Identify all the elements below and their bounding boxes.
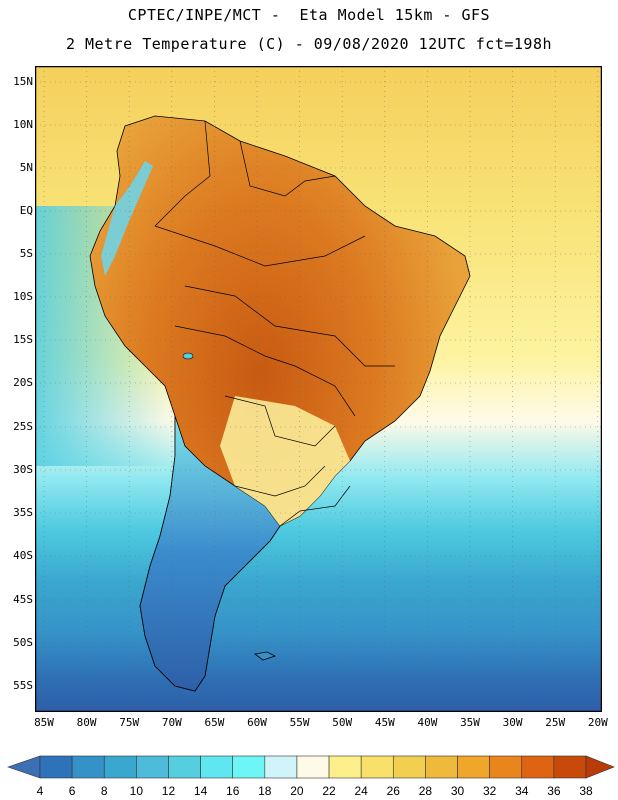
lat-label: 10S <box>13 290 33 303</box>
lat-label: 25S <box>13 420 33 433</box>
lat-label: 50S <box>13 636 33 649</box>
legend-swatch <box>232 755 266 779</box>
legend-tick-label: 20 <box>290 784 304 798</box>
lon-label: 50W <box>332 716 353 729</box>
legend-tick-label: 6 <box>68 784 76 798</box>
legend-tick-label: 28 <box>418 784 433 798</box>
legend-swatch <box>360 755 394 779</box>
legend-tick-label: 12 <box>161 784 176 798</box>
legend-swatch <box>168 755 201 779</box>
legend-tick-label: 8 <box>100 784 108 798</box>
legend-tick-label: 30 <box>450 784 465 798</box>
lat-label: 40S <box>13 549 33 562</box>
lat-label: 30S <box>13 463 33 476</box>
legend-arrow-high <box>585 755 615 779</box>
lon-label: 80W <box>76 716 97 729</box>
title-line-1: CPTEC/INPE/MCT - Eta Model 15km - GFS <box>127 6 491 24</box>
title-line-2: 2 Metre Temperature (C) - 09/08/2020 12U… <box>65 35 553 53</box>
legend-tick-label: 38 <box>579 784 593 798</box>
lat-label: 10N <box>13 118 33 131</box>
pampas-region <box>220 396 350 526</box>
legend-swatch <box>457 755 490 779</box>
temperature-map <box>35 66 602 712</box>
lon-label: 70W <box>161 716 182 729</box>
lake-titicaca <box>182 352 194 360</box>
legend-swatch <box>264 755 298 779</box>
lat-label: 45S <box>13 593 33 606</box>
legend-tick-label: 4 <box>36 784 44 798</box>
legend-swatch <box>328 755 362 779</box>
andes-north <box>101 161 153 276</box>
lat-label: 5N <box>19 161 33 174</box>
lon-label: 75W <box>119 716 140 729</box>
lon-label: 40W <box>417 716 438 729</box>
legend-arrow-low <box>7 755 41 779</box>
legend-tick-label: 14 <box>193 784 208 798</box>
legend-tick-label: 22 <box>322 784 336 798</box>
lat-label: 15S <box>13 333 33 346</box>
legend-swatch <box>136 755 169 779</box>
legend-swatch <box>39 755 73 779</box>
legend-swatch <box>392 755 426 779</box>
legend-tick-label: 26 <box>386 784 400 798</box>
lon-label: 60W <box>247 716 267 729</box>
lat-label: 20S <box>13 376 33 389</box>
lat-label: EQ <box>19 204 33 217</box>
lon-label: 45W <box>374 716 395 729</box>
lat-label: 15N <box>13 75 33 88</box>
lat-label: 35S <box>13 506 33 519</box>
lon-label: 20W <box>587 716 608 729</box>
legend-swatch <box>489 755 523 779</box>
falkland-islands <box>254 651 277 661</box>
lat-label: 55S <box>13 679 33 692</box>
lon-label: 65W <box>204 716 225 729</box>
legend-swatch <box>296 755 330 779</box>
lat-label: 5S <box>19 247 33 260</box>
legend-tick-label: 36 <box>547 784 561 798</box>
legend-tick-label: 24 <box>354 784 368 798</box>
lon-label: 25W <box>545 716 566 729</box>
legend-swatch <box>103 755 137 779</box>
lon-label: 55W <box>289 716 310 729</box>
legend-tick-label: 34 <box>515 784 529 798</box>
legend-tick-label: 32 <box>482 784 497 798</box>
lon-label: 85W <box>34 716 54 729</box>
lon-label: 35W <box>460 716 480 729</box>
legend-swatch <box>71 755 105 779</box>
legend-tick-label: 16 <box>226 784 240 798</box>
color-legend <box>7 755 615 779</box>
legend-swatch <box>521 755 555 779</box>
map-frame <box>35 66 602 712</box>
legend-swatch <box>200 755 234 779</box>
lon-label: 30W <box>502 716 523 729</box>
legend-swatch <box>553 755 587 779</box>
legend-tick-label: 18 <box>258 784 272 798</box>
legend-swatch <box>425 755 458 779</box>
legend-tick-label: 10 <box>129 784 144 798</box>
